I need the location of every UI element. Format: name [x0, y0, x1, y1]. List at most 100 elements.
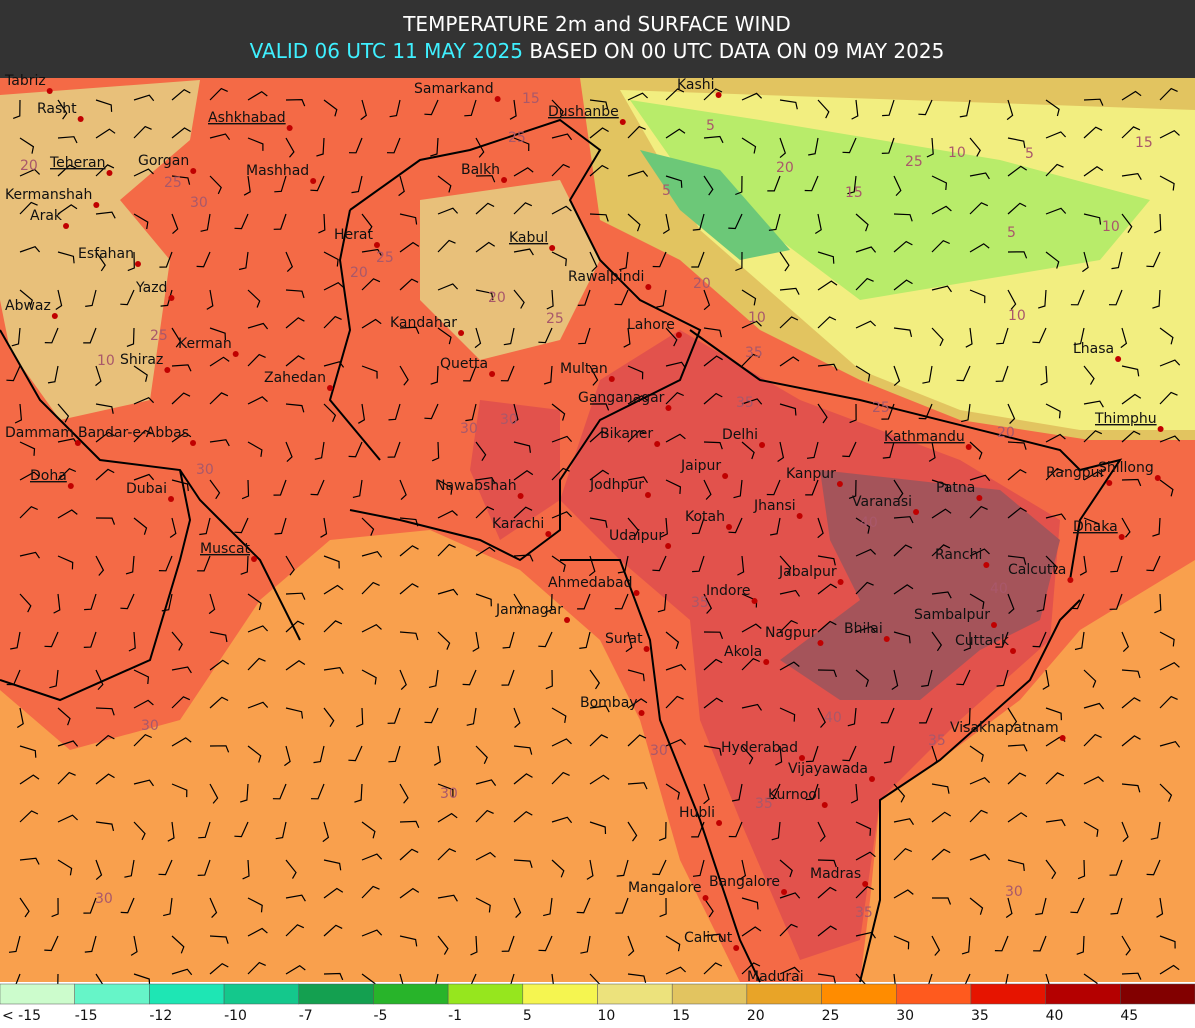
barb: [768, 213, 781, 231]
barb: [95, 99, 113, 112]
barb: [199, 517, 211, 536]
legend-label: < -15: [2, 1008, 41, 1024]
barb: [133, 125, 152, 139]
legend: < -15 -15 -12 -10 -7 -5 -1 5 10 15 20 25 30 35 40 45: [0, 983, 1195, 1024]
barb: [247, 322, 269, 330]
barb: [1083, 733, 1102, 747]
barb: [475, 477, 496, 485]
city-label: Bangalore: [709, 874, 780, 890]
barb: [741, 745, 754, 765]
barb: [399, 887, 420, 899]
barb: [855, 851, 876, 861]
barb: [817, 669, 837, 678]
barb: [57, 99, 68, 120]
barb: [234, 517, 249, 534]
legend-label: -15: [75, 1008, 98, 1024]
barb: [893, 213, 913, 222]
barb: [1007, 468, 1027, 481]
barb: [741, 703, 762, 711]
city-dot: [1154, 475, 1161, 481]
hot-zone-sindh: [470, 400, 560, 540]
barb: [14, 403, 23, 424]
barb: [285, 924, 305, 937]
barb: [209, 439, 230, 447]
barb: [551, 99, 564, 119]
contour-labels: 20 25 30 25 10 30 15 25 20 25 20 25 30 30 5 20 15 25 10 5 15…: [20, 91, 1153, 921]
barb: [44, 327, 59, 344]
barb: [352, 479, 363, 498]
barb: [614, 289, 629, 306]
barb: [323, 361, 345, 368]
barb: [513, 441, 531, 453]
barb: [19, 289, 33, 307]
legend-label: 25: [822, 1008, 840, 1024]
barb: [57, 251, 75, 264]
barb: [665, 663, 687, 671]
barb: [208, 593, 216, 615]
barb: [95, 707, 115, 716]
barb: [57, 814, 79, 823]
barb: [19, 245, 41, 253]
contour-label: 20: [350, 265, 368, 281]
barb: [53, 593, 61, 614]
barb: [361, 551, 383, 558]
barb: [19, 137, 35, 154]
barb: [969, 172, 990, 180]
barb: [703, 327, 722, 338]
barb: [551, 555, 566, 573]
barb: [388, 745, 401, 763]
city-dot: [675, 332, 682, 338]
barb: [775, 745, 783, 766]
barb: [197, 555, 211, 572]
barb: [243, 175, 251, 196]
barb: [728, 517, 743, 534]
city-label: Jamnagar: [495, 602, 563, 618]
barb: [247, 289, 261, 308]
barb: [358, 403, 366, 424]
legend-label: -7: [299, 1008, 313, 1024]
barb: [741, 657, 760, 671]
barb: [842, 745, 857, 762]
city-dot: [545, 531, 552, 537]
city-dot: [494, 96, 501, 102]
city-label: Multan: [560, 361, 608, 377]
barb: [551, 251, 567, 267]
barb: [57, 467, 77, 481]
barb: [1121, 697, 1141, 709]
barb: [848, 479, 857, 499]
contour-label: 30: [95, 891, 113, 907]
city-dot: [549, 245, 556, 251]
barb: [969, 243, 990, 253]
barb: [466, 707, 477, 726]
barb: [348, 745, 363, 762]
barb: [247, 625, 269, 633]
warm-zone-iran: [0, 80, 200, 420]
city-dot: [327, 385, 333, 391]
map: Tabriz Rasht Teheran Gorgan Kermanshah Arak Es…: [0, 73, 1195, 995]
barb: [95, 128, 116, 139]
barb: [1035, 897, 1047, 916]
barb: [1042, 669, 1050, 690]
barb: [437, 283, 459, 291]
barb: [1032, 327, 1047, 344]
city-dot: [310, 178, 317, 184]
barb: [475, 202, 495, 215]
city-dot: [638, 710, 645, 716]
barb: [1146, 251, 1161, 268]
barb: [969, 745, 984, 762]
city-dot: [976, 495, 983, 501]
plateau-cold: [630, 100, 1150, 300]
barb: [741, 926, 762, 937]
contour-label: 30: [1005, 884, 1023, 900]
barb: [1159, 695, 1178, 709]
barb: [433, 745, 441, 766]
barb: [501, 935, 515, 952]
barb: [627, 92, 649, 101]
barb: [656, 289, 667, 308]
barb: [19, 441, 36, 456]
barb: [209, 783, 219, 804]
city-label: Lahore: [627, 317, 675, 333]
legend-swatch: [373, 983, 449, 1005]
barb: [171, 213, 179, 235]
barb: [614, 593, 629, 610]
